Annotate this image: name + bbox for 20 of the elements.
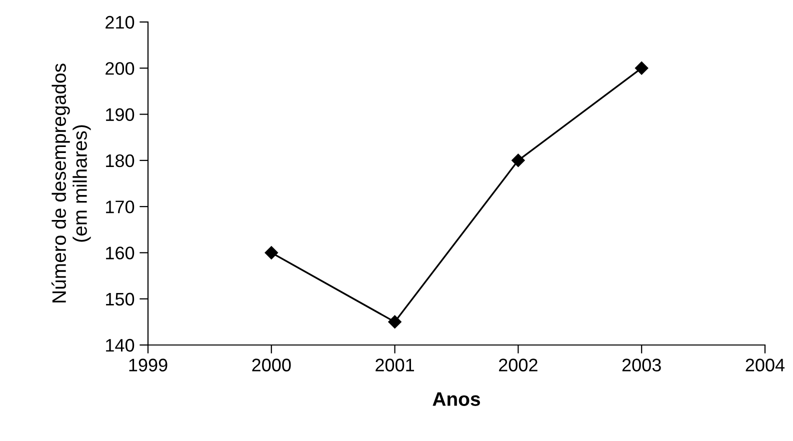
point (388, 315, 402, 329)
y-tick-label: 140 (106, 338, 134, 352)
y-axis-title: Número de desempregados (em milhares) (51, 64, 91, 302)
y-tick-label: 150 (106, 292, 134, 306)
point (512, 154, 525, 168)
y-tick-label: 200 (106, 62, 134, 75)
y-tick-label: 170 (106, 200, 134, 214)
x-tick-label: 2001 (376, 358, 414, 372)
x-axis-title: Anos (432, 392, 480, 406)
y-tick-label: 210 (106, 16, 134, 29)
point (264, 246, 278, 260)
x-tick-label: 2002 (499, 358, 538, 372)
x-tick-label: 2003 (622, 358, 661, 372)
y-tick-label: 180 (106, 154, 134, 168)
y-tick-label: 160 (106, 246, 134, 260)
x-tick-label: 2000 (252, 358, 291, 372)
x-tick-label: 1999 (129, 358, 168, 372)
x-tick-label: 2004 (746, 358, 785, 372)
y-tick-label: 190 (106, 108, 134, 122)
point (635, 62, 648, 75)
